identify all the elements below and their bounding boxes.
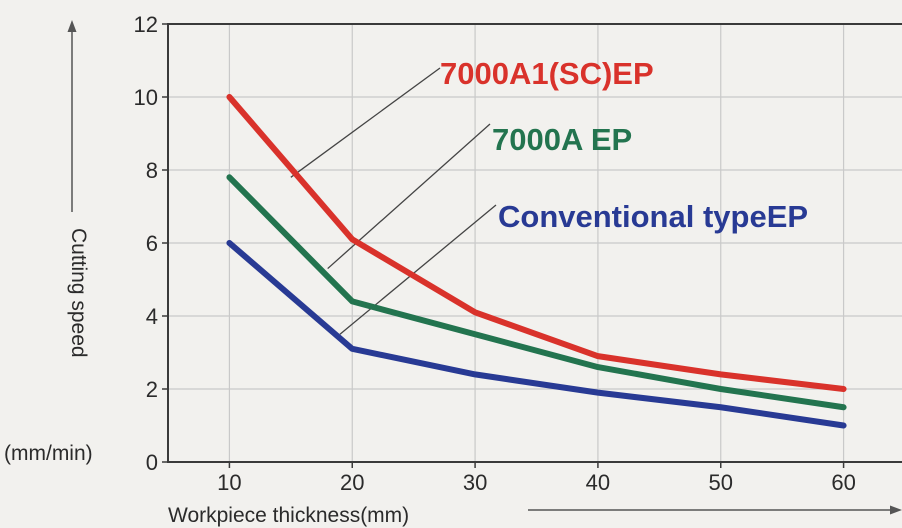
y-axis-label: Cutting speed: [67, 228, 90, 358]
x-tick-label: 50: [709, 470, 733, 495]
y-axis-unit: (mm/min): [4, 442, 93, 465]
y-tick-label: 6: [146, 231, 158, 256]
y-tick-label: 8: [146, 158, 158, 183]
leader-line: [327, 123, 491, 270]
leader-line: [290, 67, 441, 178]
y-tick-label: 0: [146, 450, 158, 475]
y-tick-label: 12: [134, 12, 158, 37]
series-label: 7000A EP: [492, 122, 632, 157]
leader-lines: [290, 67, 497, 335]
y-tick-label: 10: [134, 85, 158, 110]
series-conventional-type-ep-line: [226, 240, 847, 429]
leader-line: [339, 204, 497, 335]
series-lines: [226, 94, 847, 429]
x-tick-label: 10: [217, 470, 241, 495]
tick-labels: 0 2 4 6 8 10 12 10 20 30 40 50 60: [134, 12, 856, 495]
grid-lines: [168, 24, 902, 462]
x-axis-label: Workpiece thickness(mm): [168, 504, 409, 527]
series-labels: 7000A1(SC)EP 7000A EP Conventional typeEP: [440, 56, 808, 234]
x-tick-label: 40: [586, 470, 610, 495]
x-tick-label: 60: [831, 470, 855, 495]
series-label: 7000A1(SC)EP: [440, 56, 654, 91]
x-tick-label: 30: [463, 470, 487, 495]
series-label: Conventional typeEP: [498, 199, 808, 234]
x-tick-label: 20: [340, 470, 364, 495]
y-tick-label: 2: [146, 377, 158, 402]
series-7000a1-sc-ep-line: [226, 94, 847, 392]
series-7000a-ep-line: [226, 174, 847, 411]
y-tick-label: 4: [146, 304, 158, 329]
